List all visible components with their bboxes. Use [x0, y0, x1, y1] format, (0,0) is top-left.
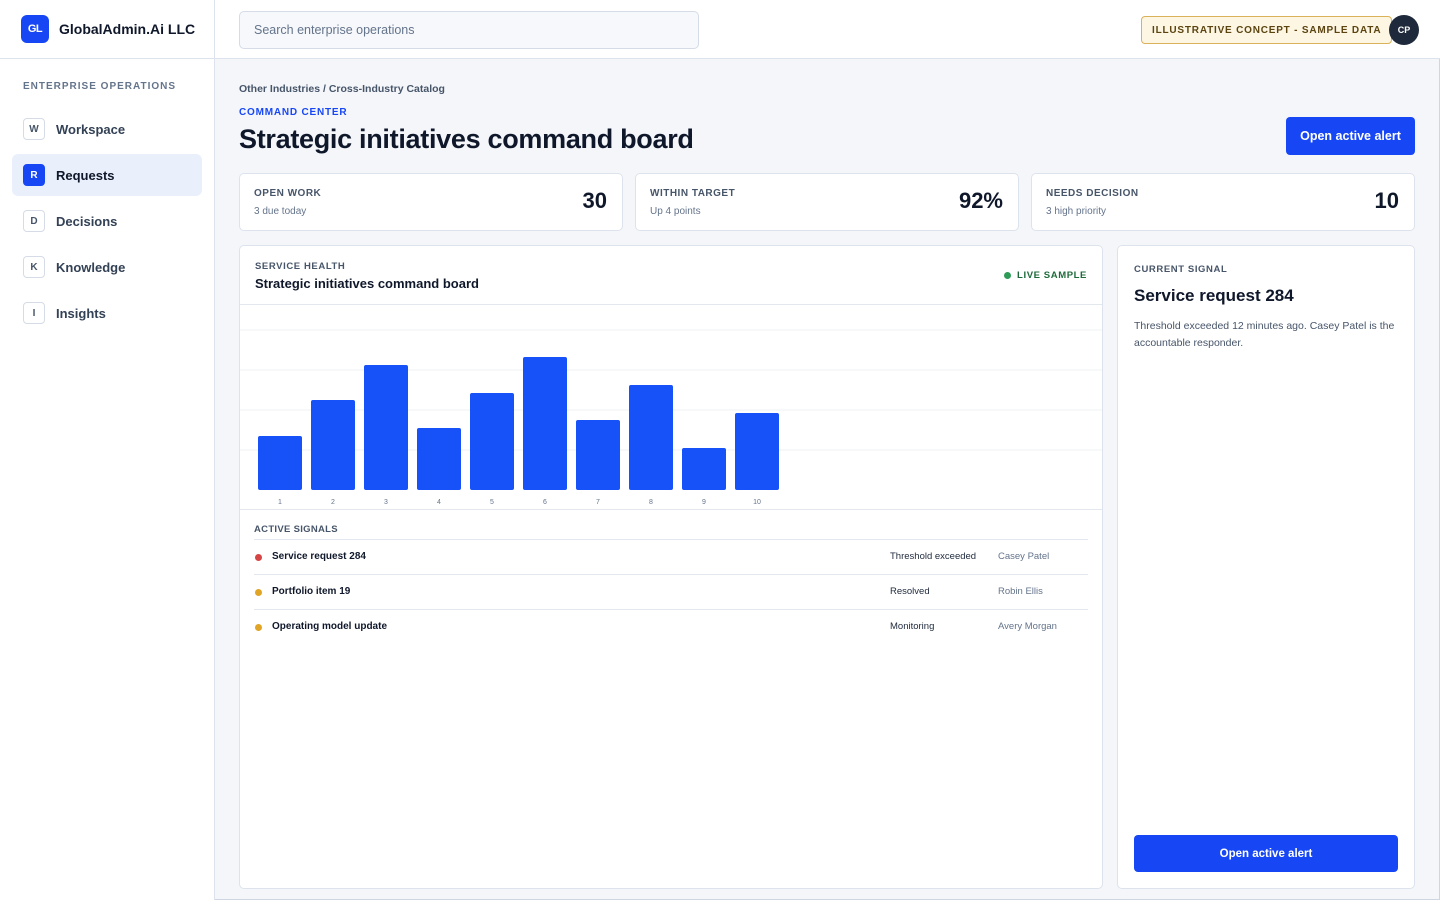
sidebar: GL GlobalAdmin.Ai LLC ENTERPRISE OPERATI… [0, 0, 215, 900]
x-tick-label: 10 [753, 499, 761, 506]
sidebar-nav: W Workspace R Requests D Decisions K Kno… [0, 108, 214, 334]
chart-bar-4[interactable] [417, 428, 461, 490]
chart-bar-1[interactable] [258, 436, 302, 490]
current-signal-description: Threshold exceeded 12 minutes ago. Casey… [1134, 320, 1395, 349]
signal-row[interactable]: Service request 284 Threshold exceeded C… [254, 539, 1088, 574]
x-tick-label: 5 [490, 499, 494, 506]
chart-bar-5[interactable] [470, 393, 514, 490]
status-dot-icon [255, 589, 262, 596]
x-tick-label: 7 [596, 499, 600, 506]
active-signals-heading: ACTIVE SIGNALS [254, 524, 338, 535]
kpi-label: WITHIN TARGET [650, 188, 736, 199]
sidebar-item-workspace[interactable]: W Workspace [12, 108, 202, 150]
signal-owner: Casey Patel [998, 551, 1050, 562]
status-dot-icon [255, 624, 262, 631]
sidebar-item-decisions[interactable]: D Decisions [12, 200, 202, 242]
signal-name: Portfolio item 19 [272, 586, 351, 597]
x-tick-label: 8 [649, 499, 653, 506]
kpi-value: 30 [582, 188, 607, 213]
open-active-alert-button[interactable]: Open active alert [1286, 117, 1415, 155]
sidebar-item-insights[interactable]: I Insights [12, 292, 202, 334]
chart-bar-10[interactable] [735, 413, 779, 490]
page-eyebrow: COMMAND CENTER [239, 107, 348, 118]
panel-eyebrow: SERVICE HEALTH [255, 261, 346, 272]
live-dot-icon [1004, 272, 1012, 279]
sidebar-item-label: Workspace [56, 121, 126, 137]
brand[interactable]: GL GlobalAdmin.Ai LLC [0, 0, 214, 59]
divider [240, 509, 1102, 510]
signal-name: Operating model update [272, 621, 388, 632]
kpi-sub: 3 due today [254, 206, 307, 217]
signal-status: Monitoring [890, 621, 935, 632]
service-health-bar-chart: 1 2 3 4 5 6 7 8 9 10 [240, 329, 1102, 506]
open-active-alert-button[interactable]: Open active alert [1134, 835, 1398, 872]
sidebar-item-label: Decisions [56, 213, 118, 229]
chart-bar-6[interactable] [523, 357, 567, 490]
signal-row[interactable]: Portfolio item 19 Resolved Robin Ellis [254, 574, 1088, 609]
search-input[interactable] [239, 11, 699, 49]
sidebar-item-label: Insights [56, 305, 106, 321]
divider [240, 304, 1102, 305]
sidebar-item-label: Requests [56, 167, 115, 183]
chart-bar-8[interactable] [629, 385, 673, 490]
chart-bar-9[interactable] [682, 448, 726, 490]
chart-bar-2[interactable] [311, 400, 355, 490]
sidebar-item-label: Knowledge [56, 259, 126, 275]
live-label: LIVE SAMPLE [1017, 270, 1087, 281]
current-signal-title: Service request 284 [1134, 286, 1294, 305]
kpi-sub: Up 4 points [650, 206, 701, 217]
signal-row[interactable]: Operating model update Monitoring Avery … [254, 609, 1088, 644]
page-title: Strategic initiatives command board [239, 124, 694, 154]
brand-logo: GL [21, 15, 49, 43]
kpi-label: NEEDS DECISION [1046, 188, 1139, 199]
service-health-panel: SERVICE HEALTH Strategic initiatives com… [239, 245, 1103, 889]
requests-icon: R [23, 164, 45, 186]
x-tick-label: 1 [278, 499, 282, 506]
workspace-icon: W [23, 118, 45, 140]
brand-name: GlobalAdmin.Ai LLC [59, 21, 196, 37]
sidebar-item-knowledge[interactable]: K Knowledge [12, 246, 202, 288]
x-tick-label: 9 [702, 499, 706, 506]
panel-title: Strategic initiatives command board [255, 276, 479, 291]
kpi-value: 10 [1374, 188, 1399, 213]
topbar: ILLUSTRATIVE CONCEPT - SAMPLE DATA CP [215, 0, 1440, 59]
chart-bar-7[interactable] [576, 420, 620, 490]
chart-bar-3[interactable] [364, 365, 408, 490]
kpi-card-needs-decision: NEEDS DECISION 3 high priority 10 [1031, 173, 1415, 231]
signal-status: Resolved [890, 586, 930, 597]
signal-owner: Avery Morgan [998, 621, 1057, 632]
active-signals-list: Service request 284 Threshold exceeded C… [254, 539, 1088, 644]
kpi-card-open-work: OPEN WORK 3 due today 30 [239, 173, 623, 231]
current-signal-card: CURRENT SIGNAL Service request 284 Thres… [1117, 245, 1415, 889]
signal-name: Service request 284 [272, 551, 366, 562]
x-tick-label: 2 [331, 499, 335, 506]
sample-data-badge: ILLUSTRATIVE CONCEPT - SAMPLE DATA [1141, 16, 1393, 44]
x-tick-label: 4 [437, 499, 441, 506]
kpi-label: OPEN WORK [254, 188, 322, 199]
insights-icon: I [23, 302, 45, 324]
avatar[interactable]: CP [1389, 15, 1419, 45]
x-tick-label: 3 [384, 499, 388, 506]
breadcrumb[interactable]: Other Industries / Cross-Industry Catalo… [239, 83, 445, 95]
sidebar-item-requests[interactable]: R Requests [12, 154, 202, 196]
kpi-value: 92% [958, 188, 1003, 213]
kpi-sub: 3 high priority [1046, 206, 1107, 217]
nav-heading: ENTERPRISE OPERATIONS [23, 81, 177, 92]
signal-owner: Robin Ellis [998, 586, 1043, 597]
current-signal-eyebrow: CURRENT SIGNAL [1134, 264, 1228, 275]
knowledge-icon: K [23, 256, 45, 278]
decisions-icon: D [23, 210, 45, 232]
x-tick-label: 6 [543, 499, 547, 506]
kpi-card-within-target: WITHIN TARGET Up 4 points 92% [635, 173, 1019, 231]
signal-status: Threshold exceeded [890, 551, 977, 562]
live-sample-indicator: LIVE SAMPLE [1004, 270, 1087, 281]
status-dot-icon [255, 554, 262, 561]
